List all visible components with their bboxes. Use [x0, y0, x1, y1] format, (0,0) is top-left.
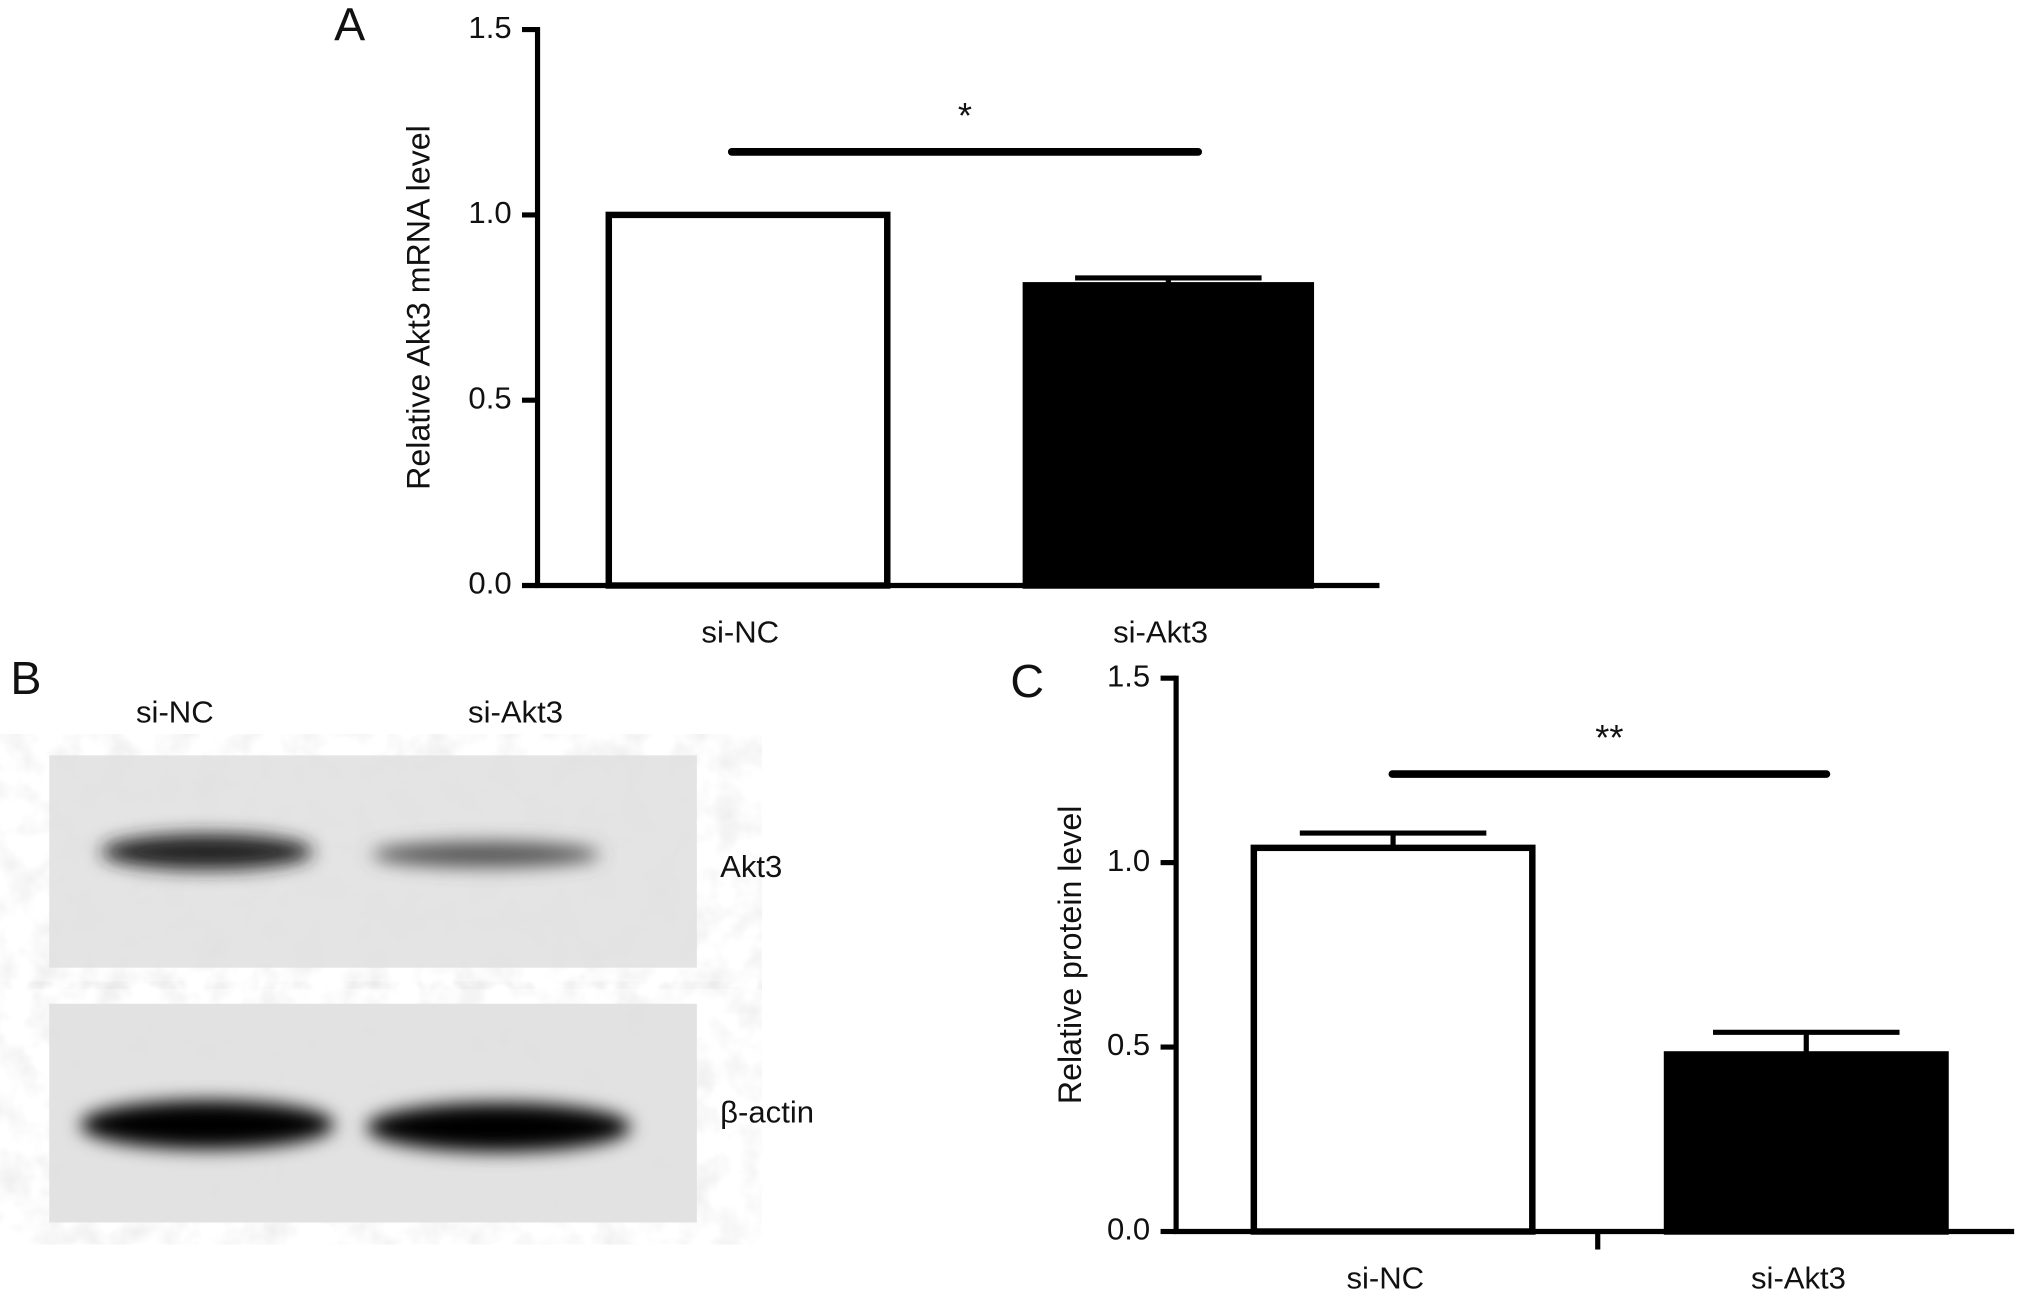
y-tick-label: 1.0: [1107, 843, 1150, 878]
bar: [1663, 1051, 1949, 1235]
y-tick-label: 0.5: [468, 380, 511, 415]
band-label: Akt3: [720, 849, 782, 884]
band: [101, 833, 314, 870]
significance-label: **: [1595, 717, 1623, 758]
band: [80, 1100, 335, 1150]
lane-label: si-Akt3: [468, 694, 563, 729]
band: [366, 1102, 631, 1152]
y-tick-label: 0.0: [468, 566, 511, 601]
y-axis-label: Relative protein level: [1052, 806, 1088, 1105]
panel-label: B: [10, 652, 41, 704]
x-tick-label: si-NC: [701, 615, 779, 650]
significance-label: *: [958, 95, 972, 136]
band-label: β-actin: [720, 1095, 814, 1130]
x-tick-label: si-NC: [1346, 1261, 1424, 1296]
y-tick-label: 1.0: [468, 195, 511, 230]
y-axis-label: Relative Akt3 mRNA level: [400, 125, 436, 490]
y-tick-label: 0.5: [1107, 1027, 1150, 1062]
bar: [1250, 844, 1536, 1235]
panel-label: C: [1010, 655, 1044, 707]
y-tick-label: 0.0: [1107, 1212, 1150, 1247]
y-tick-label: 1.5: [468, 10, 511, 45]
bar: [605, 211, 891, 589]
band: [371, 841, 600, 868]
x-tick-label: si-Akt3: [1751, 1261, 1846, 1296]
x-tick-label: si-Akt3: [1113, 615, 1208, 650]
panel-label: A: [334, 0, 365, 51]
y-tick-label: 1.5: [1107, 658, 1150, 693]
bar: [1022, 282, 1315, 589]
western-blot: si-NC si-Akt3 Akt3 β-actin: [49, 694, 814, 1223]
lane-label: si-NC: [136, 694, 214, 729]
